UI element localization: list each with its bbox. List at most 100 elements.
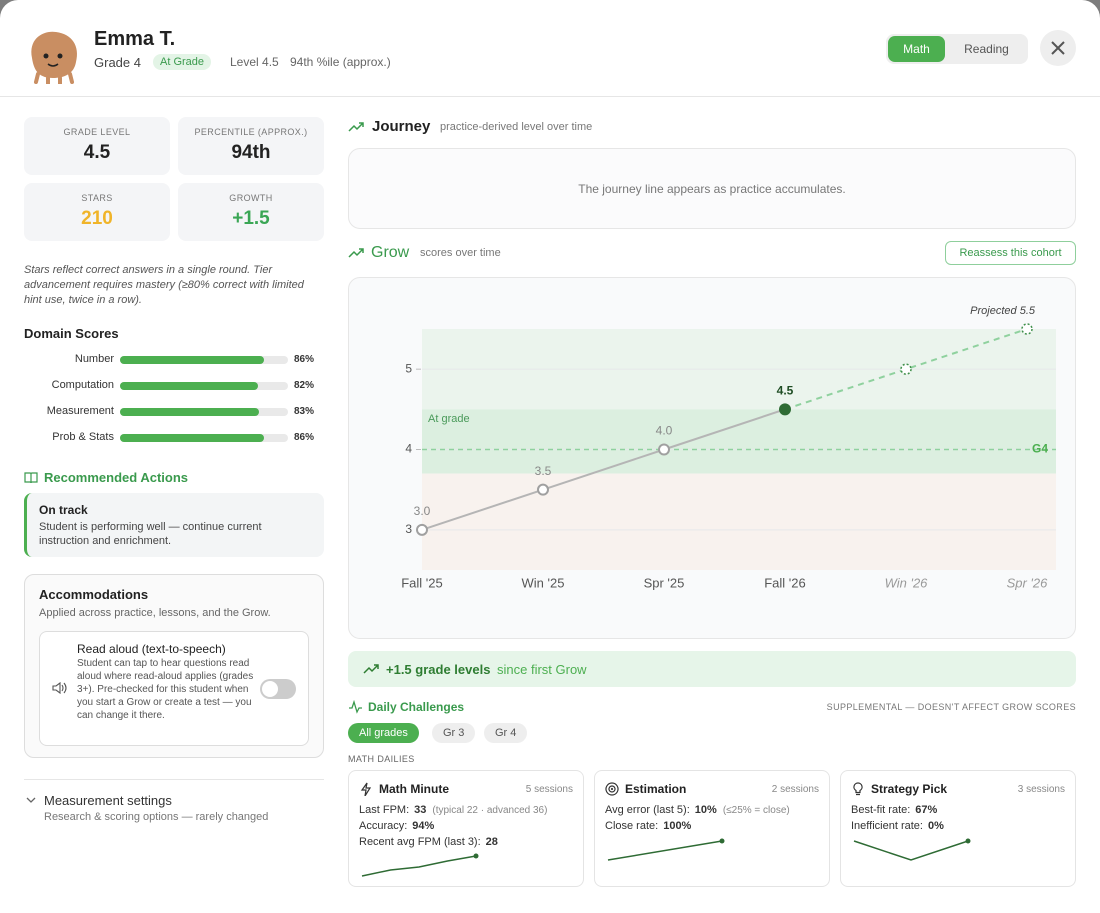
- row-label: Last FPM:: [359, 804, 410, 816]
- section-title: Domain Scores: [24, 326, 119, 341]
- book-icon: [24, 472, 38, 484]
- journey-empty: The journey line appears as practice acc…: [348, 148, 1076, 229]
- row-value: 100%: [663, 820, 692, 832]
- row-value: 67%: [915, 804, 938, 816]
- toggle[interactable]: [260, 679, 296, 699]
- item-title: Read aloud (text-to-speech): [77, 642, 226, 656]
- band-below: [422, 473, 1056, 570]
- icon-shape: [853, 782, 863, 796]
- accommodations-title: Accommodations: [39, 587, 149, 602]
- chevron-icon: [26, 797, 36, 803]
- bar: [120, 356, 265, 364]
- projected-point: [900, 363, 912, 375]
- y-tick-label: 5: [405, 361, 412, 375]
- sparkline-line: [853, 840, 969, 861]
- close-button[interactable]: [1040, 30, 1076, 66]
- stat-card: GRADE LEVEL 4.5: [24, 117, 170, 175]
- journey-subtitle: practice-derived level over time: [440, 121, 593, 133]
- card-icon: [853, 782, 863, 796]
- sparkline-line: [607, 840, 723, 861]
- grade-filter[interactable]: Gr 4: [484, 723, 528, 743]
- avatar: [31, 31, 78, 84]
- stat-value: 210: [81, 208, 113, 229]
- row-value: 33: [414, 804, 427, 816]
- subject-tab[interactable]: Reading: [964, 42, 1009, 56]
- x-tick-label: Spr '25: [644, 575, 685, 590]
- row-value: 94%: [412, 820, 435, 832]
- card-row: Inefficient rate: 0%: [851, 820, 944, 832]
- stat-label: GRADE LEVEL: [63, 127, 131, 137]
- stars-note: Stars reflect correct answers in a singl…: [24, 264, 304, 306]
- icon-shape: [605, 782, 619, 796]
- row-label: Accuracy:: [359, 820, 408, 832]
- stat-label: STARS: [81, 193, 113, 203]
- divider: [24, 779, 324, 780]
- pulse-icon: [349, 700, 362, 714]
- action-title: On track: [39, 503, 88, 517]
- projected-point: [1021, 323, 1033, 335]
- x-tick-label: Win '25: [522, 575, 565, 590]
- action-card: [24, 493, 324, 557]
- icon-shape: [360, 782, 372, 796]
- subject-tab[interactable]: Math: [888, 36, 945, 62]
- x-tick-label: Fall '25: [401, 575, 443, 590]
- grow-subtitle: scores over time: [420, 247, 501, 259]
- growth-text: since first Grow: [497, 662, 587, 677]
- section-title: Recommended Actions: [44, 470, 188, 485]
- domain-label: Prob & Stats: [52, 431, 114, 443]
- value-label: 3.0: [414, 504, 431, 518]
- row-label: Inefficient rate:: [851, 820, 923, 832]
- card-row: Last FPM: 33 (typical 22 · advanced 36): [359, 804, 547, 816]
- speaker-icon: [52, 681, 67, 695]
- card-row: Avg error (last 5): 10% (≤25% = close): [605, 804, 790, 816]
- grade: Grade 4: [94, 55, 141, 70]
- sparkline: [361, 853, 479, 877]
- stat-card: STARS 210: [24, 183, 170, 241]
- grow-title: Grow: [371, 244, 410, 261]
- card-title: Strategy Pick: [871, 782, 948, 796]
- bar: [120, 408, 260, 416]
- growth-value: +1.5 grade levels: [386, 662, 491, 677]
- stat-label: GROWTH: [229, 193, 273, 203]
- reference-label: G4: [1032, 442, 1048, 456]
- measurement-toggle[interactable]: Measurement settings: [44, 793, 172, 808]
- row-extra: (≤25% = close): [722, 805, 790, 816]
- trend-icon: [348, 122, 364, 132]
- close-icon: [1051, 41, 1065, 55]
- card-row: Recent avg FPM (last 3): 28: [359, 836, 498, 848]
- grade-filter[interactable]: All grades: [348, 723, 419, 743]
- row-label: Recent avg FPM (last 3):: [359, 836, 481, 848]
- sparkline-end: [965, 838, 971, 844]
- bar-value: 82%: [294, 380, 315, 391]
- reassess-button[interactable]: Reassess this cohort: [945, 241, 1076, 265]
- card-row: Accuracy: 94%: [359, 820, 434, 832]
- y-tick-label: 3: [405, 522, 412, 536]
- bar: [120, 434, 265, 442]
- x-tick-label: Spr '26: [1007, 575, 1049, 590]
- trend-icon: [348, 248, 364, 258]
- band-label: At grade: [428, 413, 470, 425]
- value-label: 4.0: [656, 424, 673, 438]
- card-sessions: 3 sessions: [1017, 784, 1065, 795]
- domain-label: Computation: [51, 379, 114, 391]
- grade-filter[interactable]: Gr 3: [432, 723, 476, 743]
- card-title: Math Minute: [379, 782, 449, 796]
- challenge-card: Strategy Pick 3 sessions Best-fit rate: 67%…: [840, 770, 1076, 887]
- stat-label: PERCENTILE (APPROX.): [194, 127, 308, 137]
- series-line: [421, 408, 786, 531]
- grow-chart: At grade 3 4 5 G4 3.0 3.5 4.0 4.5 Projected 5.5 Fa…: [401, 305, 1056, 590]
- card-row: Best-fit rate: 67%: [851, 804, 937, 816]
- row-label: Avg error (last 5):: [605, 804, 690, 816]
- action-text: Student is performing well — continue cu…: [39, 521, 262, 547]
- data-point: [537, 483, 549, 496]
- student-name: Emma T.: [94, 28, 176, 50]
- stat-card: PERCENTILE (APPROX.) 94th: [178, 117, 324, 175]
- challenge-card: Estimation 2 sessions Avg error (last 5): 1…: [594, 770, 830, 887]
- row-label: Best-fit rate:: [851, 804, 911, 816]
- domain-label: Measurement: [46, 405, 114, 417]
- stat-value: 4.5: [83, 142, 111, 163]
- stat-card: GROWTH +1.5: [178, 183, 324, 241]
- value-label: 3.5: [535, 464, 552, 478]
- level: Level 4.5: [230, 55, 279, 69]
